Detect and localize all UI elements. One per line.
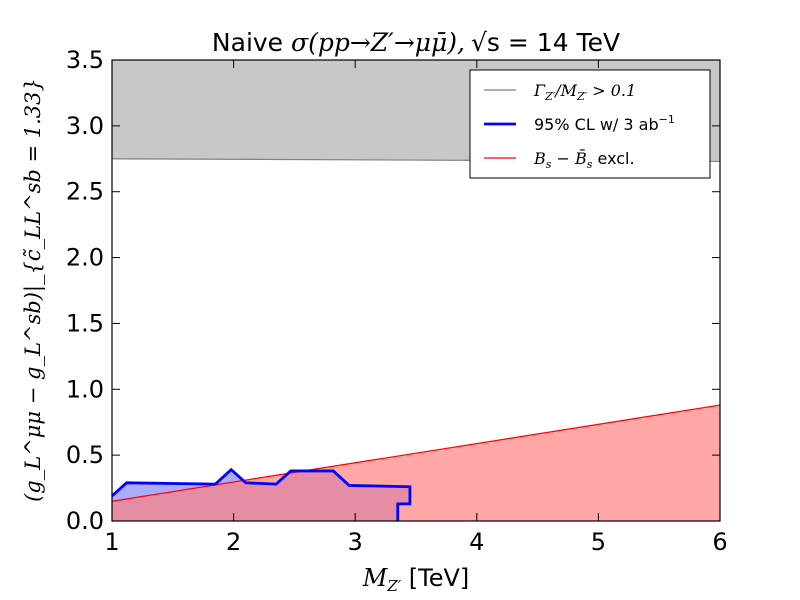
x-axis-label-sub: Z′ xyxy=(386,577,401,595)
cl-contour-line xyxy=(111,467,412,521)
legend-cl-sup: −1 xyxy=(659,113,675,126)
x-tick-label: 1 xyxy=(104,528,119,556)
y-tick-label: 0.5 xyxy=(66,441,104,469)
y-tick-label: 3.5 xyxy=(66,46,104,74)
legend-width-rest: /M xyxy=(553,81,577,100)
legend-cl-main: 95% CL w/ 3 ab xyxy=(534,115,659,134)
legend-label-width: ΓZ′/MZ′ > 0.1 xyxy=(533,81,636,103)
legend: ΓZ′/MZ′ > 0.1 95% CL w/ 3 ab−1 Bs − B̄s … xyxy=(469,69,711,179)
y-tick-label: 1.5 xyxy=(66,309,104,337)
axis-ticks: 1 2 3 4 5 6 0.0 0.5 1.0 1.5 2.0 2.5 3.0 3.5 xyxy=(66,46,728,556)
x-axis-label-unit: [TeV] xyxy=(401,564,469,592)
legend-width-tail: > 0.1 xyxy=(587,81,636,100)
x-tick-label: 3 xyxy=(348,528,363,556)
legend-width-gamma: Γ xyxy=(533,81,546,100)
legend-bs-sub: s xyxy=(546,158,552,171)
chart-title: Naive σ(pp→Z′→μμ̄), √s = 14 TeV xyxy=(212,28,620,57)
chart-title-suffix: = 14 TeV xyxy=(500,28,620,57)
y-tick-label: 3.0 xyxy=(66,112,104,140)
legend-bs-rest: − B̄ xyxy=(551,147,587,168)
y-tick-label: 2.0 xyxy=(66,244,104,272)
legend-width-sub: Z′ xyxy=(544,90,556,103)
legend-width-sub2: Z′ xyxy=(576,90,588,103)
x-axis-label-symbol: M xyxy=(362,564,389,592)
plot-frame xyxy=(111,59,721,522)
y-tick-label: 1.0 xyxy=(66,375,104,403)
legend-bs-tail: excl. xyxy=(592,149,634,168)
y-tick-label: 2.5 xyxy=(66,178,104,206)
legend-label-cl: 95% CL w/ 3 ab−1 xyxy=(534,113,675,134)
legend-label-bs: Bs − B̄s excl. xyxy=(533,147,635,171)
x-tick-label: 2 xyxy=(226,528,241,556)
legend-bs-sub2: s xyxy=(587,158,593,171)
x-tick-label: 6 xyxy=(712,528,727,556)
chart-title-prefix: Naive xyxy=(212,28,291,57)
x-axis-label: MZ′ [TeV] xyxy=(362,564,470,595)
y-tick-label: 0.0 xyxy=(66,507,104,535)
x-tick-label: 5 xyxy=(591,528,606,556)
x-tick-label: 4 xyxy=(469,528,484,556)
legend-bs-b: B xyxy=(533,149,546,168)
y-axis-label: (g_L^μμ − g_L^sb)|_{c̃_LL^sb = 1.33} xyxy=(21,78,46,502)
bs-excluded-region xyxy=(112,405,720,521)
chart-title-sqrt: √s xyxy=(471,28,500,57)
chart-title-math: σ(pp→Z′→μμ̄), xyxy=(291,28,465,57)
